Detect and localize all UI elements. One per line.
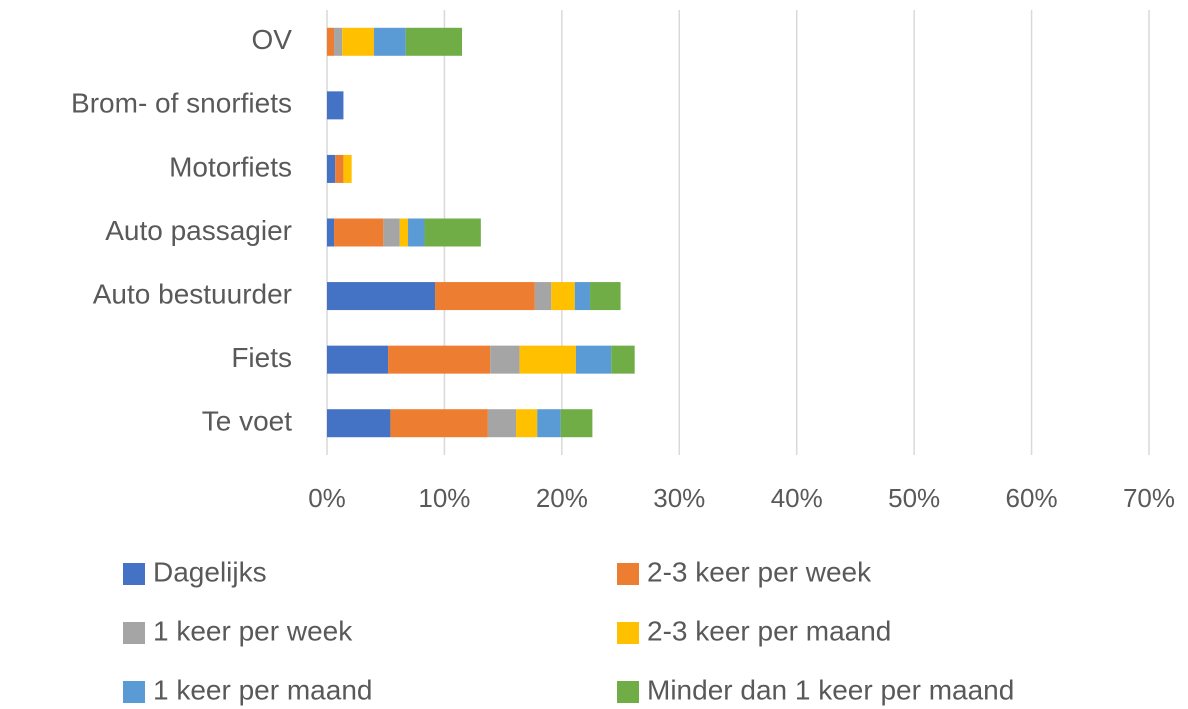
bar-segment <box>611 345 635 374</box>
bar-segment <box>519 345 576 374</box>
x-tick-label: 40% <box>771 483 823 513</box>
bar-segment <box>383 218 400 247</box>
bar-segment <box>435 282 535 311</box>
y-tick-label: Brom- of snorfiets <box>71 88 292 119</box>
bar-segment <box>560 409 593 438</box>
bar-segment <box>390 409 488 438</box>
bar-segment <box>334 27 343 56</box>
bar-segment <box>327 154 336 183</box>
y-tick-label: Auto bestuurder <box>93 278 292 309</box>
bar-segment <box>487 409 517 438</box>
bar-segment <box>590 282 621 311</box>
bar-segment <box>327 345 389 374</box>
bar-segment <box>551 282 575 311</box>
y-tick-label: OV <box>252 24 293 55</box>
y-tick-label: Fiets <box>231 342 292 373</box>
bar-segment <box>408 218 425 247</box>
legend-swatch <box>617 622 639 644</box>
bar-segment <box>490 345 520 374</box>
x-tick-label: 10% <box>418 483 470 513</box>
bar-segment <box>424 218 481 247</box>
x-tick-label: 70% <box>1123 483 1175 513</box>
bar-segment <box>399 218 409 247</box>
legend-swatch <box>123 563 145 585</box>
legend-label: Minder dan 1 keer per maand <box>647 674 1014 705</box>
bar-segment <box>534 282 552 311</box>
bar-segment <box>405 27 463 56</box>
x-tick-label: 20% <box>536 483 588 513</box>
bar-segment <box>537 409 561 438</box>
bar-segment <box>327 282 436 311</box>
legend-label: Dagelijks <box>153 556 267 587</box>
bar-segment <box>575 345 612 374</box>
x-tick-label: 0% <box>308 483 346 513</box>
bar-segment <box>327 409 391 438</box>
bar-segment <box>516 409 538 438</box>
bar-segment <box>334 218 384 247</box>
legend-swatch <box>617 681 639 703</box>
legend-label: 2-3 keer per week <box>647 556 872 587</box>
bar-segment <box>343 154 352 183</box>
bar-segment <box>335 154 344 183</box>
bar-segment <box>574 282 591 311</box>
y-tick-label: Te voet <box>202 406 292 437</box>
legend-label: 1 keer per maand <box>153 674 372 705</box>
legend-label: 1 keer per week <box>153 615 353 646</box>
y-tick-label: Auto passagier <box>105 215 292 246</box>
bar-segment <box>327 91 344 120</box>
x-tick-label: 60% <box>1006 483 1058 513</box>
bar-segment <box>373 27 406 56</box>
legend-swatch <box>123 622 145 644</box>
bar-segment <box>342 27 374 56</box>
legend-swatch <box>123 681 145 703</box>
bar-segment <box>327 27 335 56</box>
y-tick-label: Motorfiets <box>169 151 292 182</box>
x-tick-label: 30% <box>653 483 705 513</box>
x-tick-label: 50% <box>888 483 940 513</box>
bar-segment <box>388 345 491 374</box>
legend-label: 2-3 keer per maand <box>647 615 891 646</box>
legend-swatch <box>617 563 639 585</box>
bar-segment <box>327 218 335 247</box>
